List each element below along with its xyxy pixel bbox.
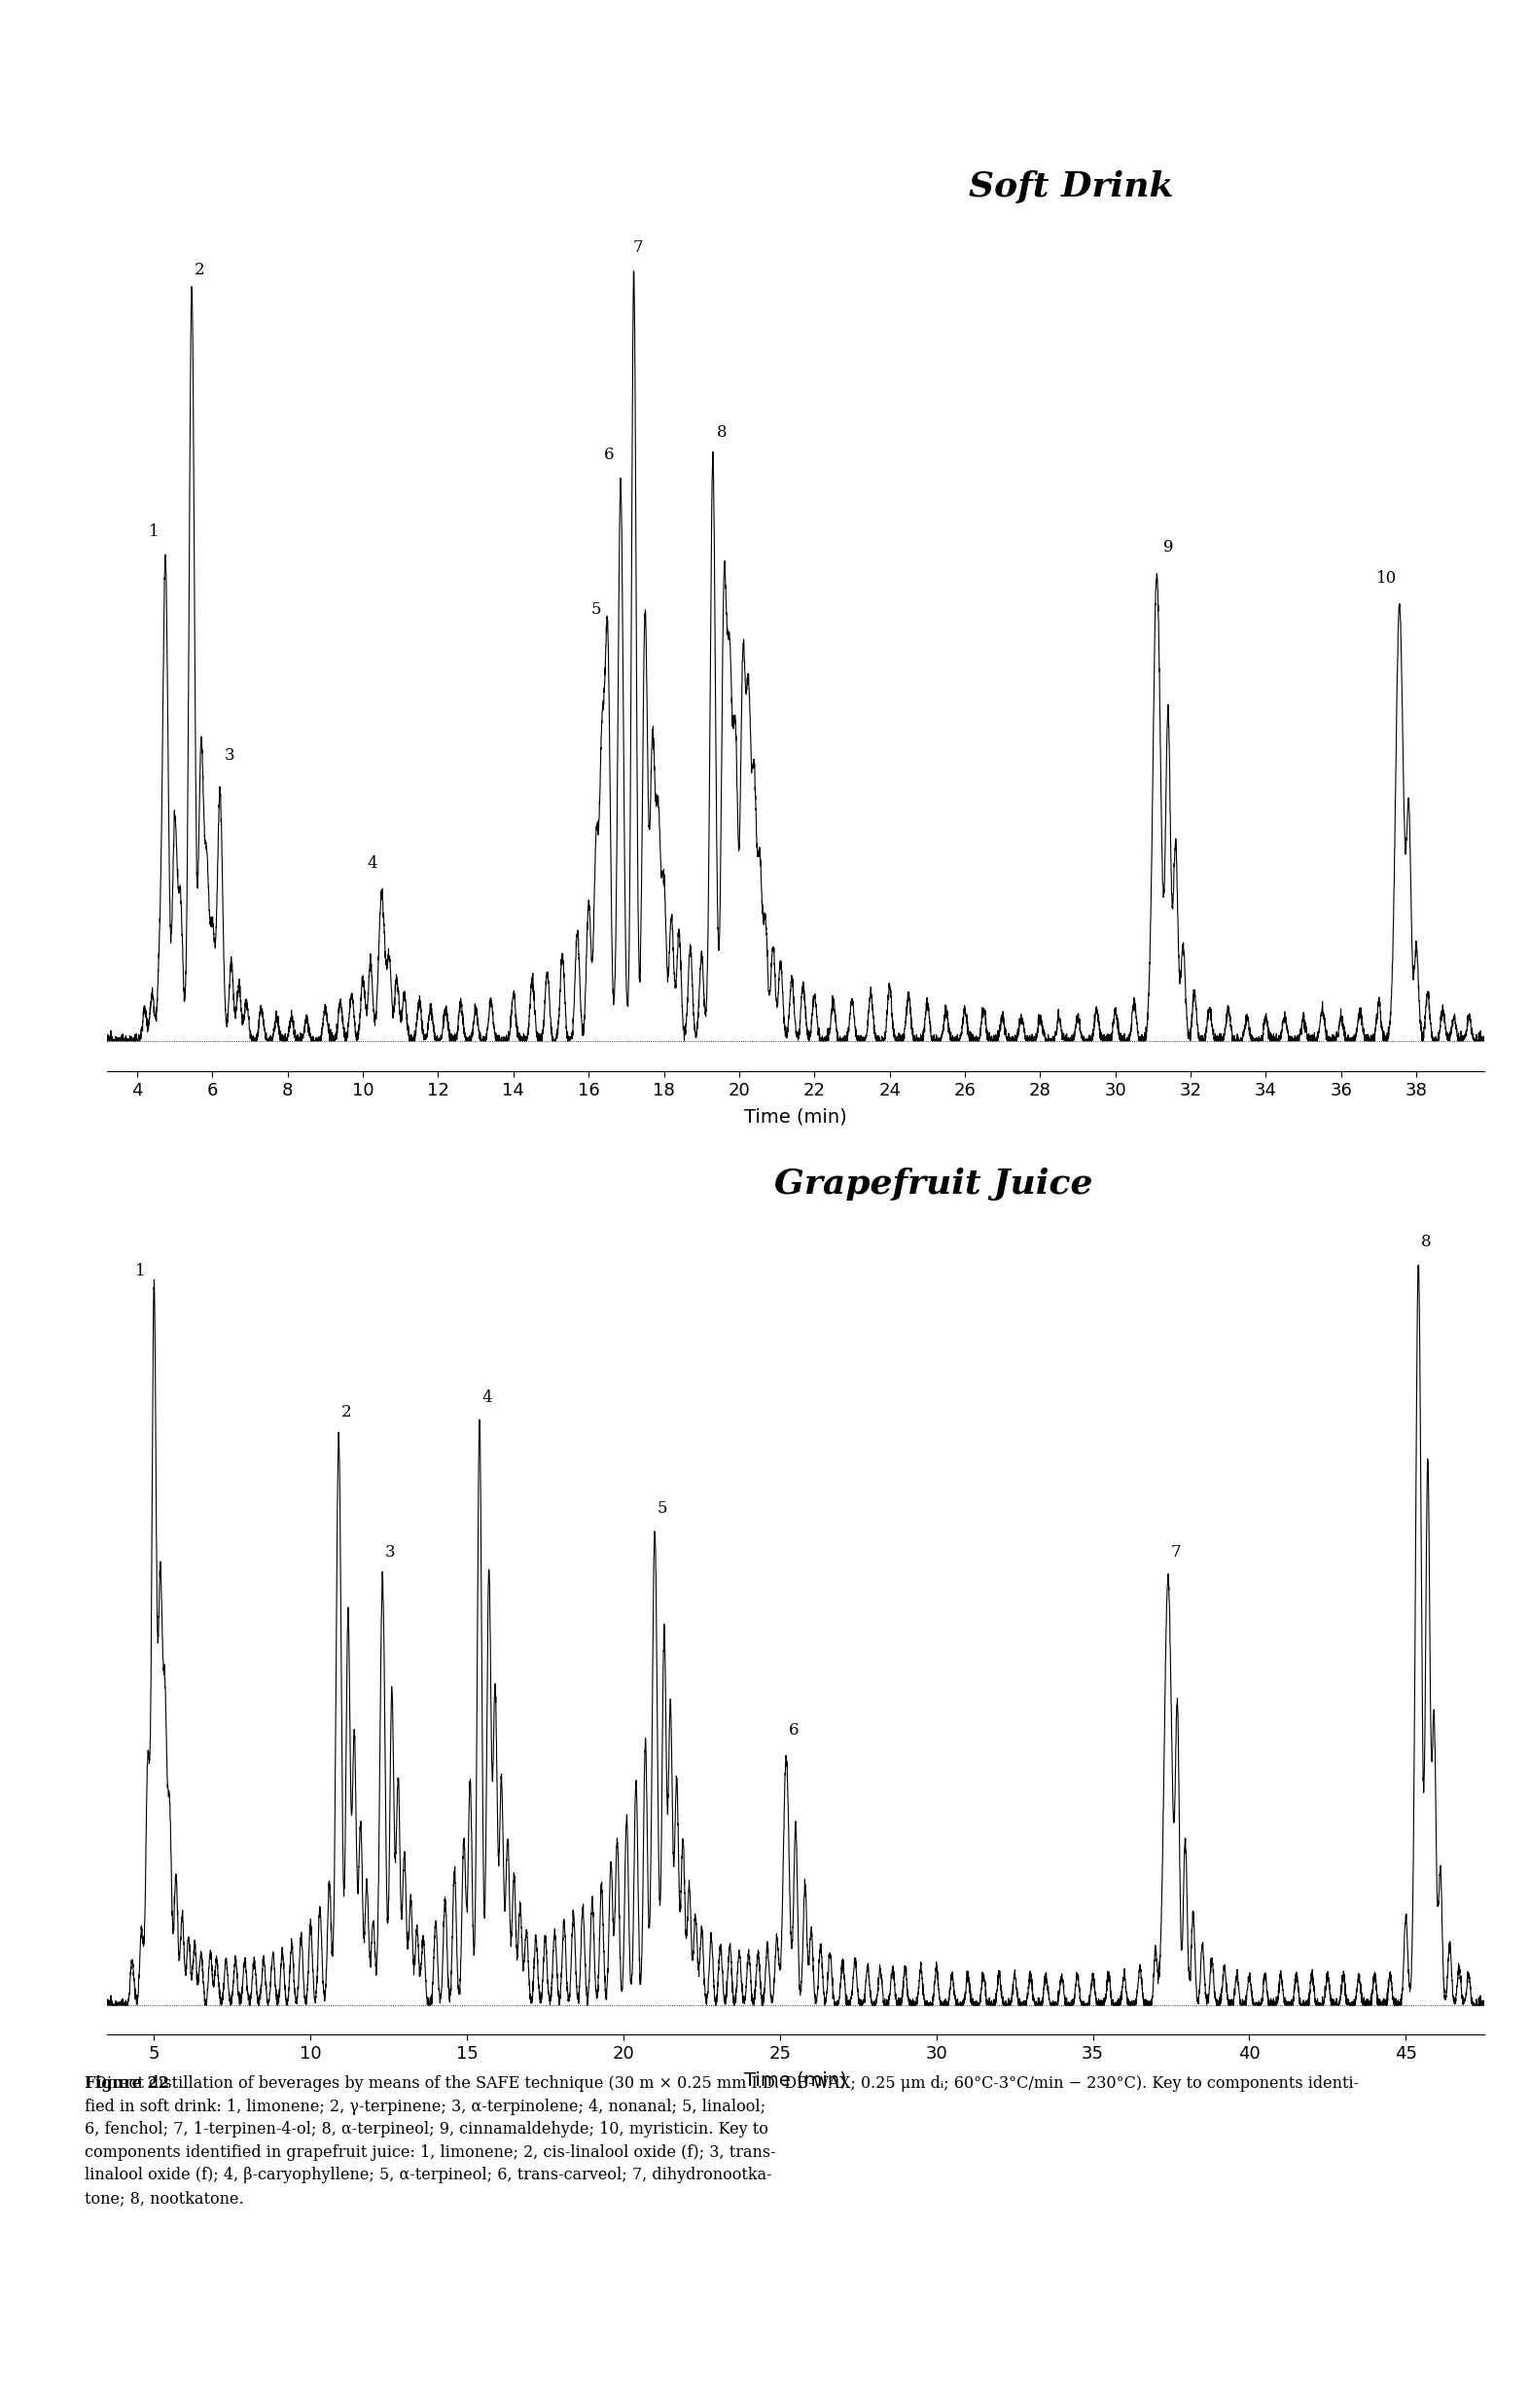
Text: 4: 4 [367, 855, 378, 872]
Text: 2: 2 [341, 1404, 352, 1421]
Text: 2: 2 [194, 262, 205, 279]
Text: 6: 6 [604, 448, 615, 462]
Text: 7: 7 [632, 238, 643, 255]
Text: Direct distillation of beverages by means of the SAFE technique (30 m × 0.25 mm : Direct distillation of beverages by mean… [84, 2076, 1359, 2206]
Text: Soft Drink: Soft Drink [968, 171, 1174, 202]
Text: 3: 3 [386, 1544, 395, 1560]
Text: 9: 9 [1163, 539, 1174, 556]
Text: 1: 1 [135, 1264, 145, 1279]
X-axis label: Time (min): Time (min) [744, 1108, 848, 1127]
Text: 8: 8 [1421, 1233, 1432, 1250]
Text: 6: 6 [789, 1722, 799, 1739]
Text: 3: 3 [225, 746, 234, 763]
Text: 5: 5 [658, 1500, 667, 1517]
Text: 5: 5 [591, 602, 601, 616]
Text: Figure 22: Figure 22 [84, 2076, 168, 2093]
X-axis label: Time (min): Time (min) [744, 2071, 848, 2090]
Text: 4: 4 [482, 1389, 493, 1406]
Text: 7: 7 [1170, 1544, 1181, 1560]
Text: 1: 1 [148, 525, 159, 539]
Text: 8: 8 [718, 424, 727, 441]
Text: 10: 10 [1375, 571, 1397, 588]
Text: Grapefruit Juice: Grapefruit Juice [774, 1168, 1092, 1202]
